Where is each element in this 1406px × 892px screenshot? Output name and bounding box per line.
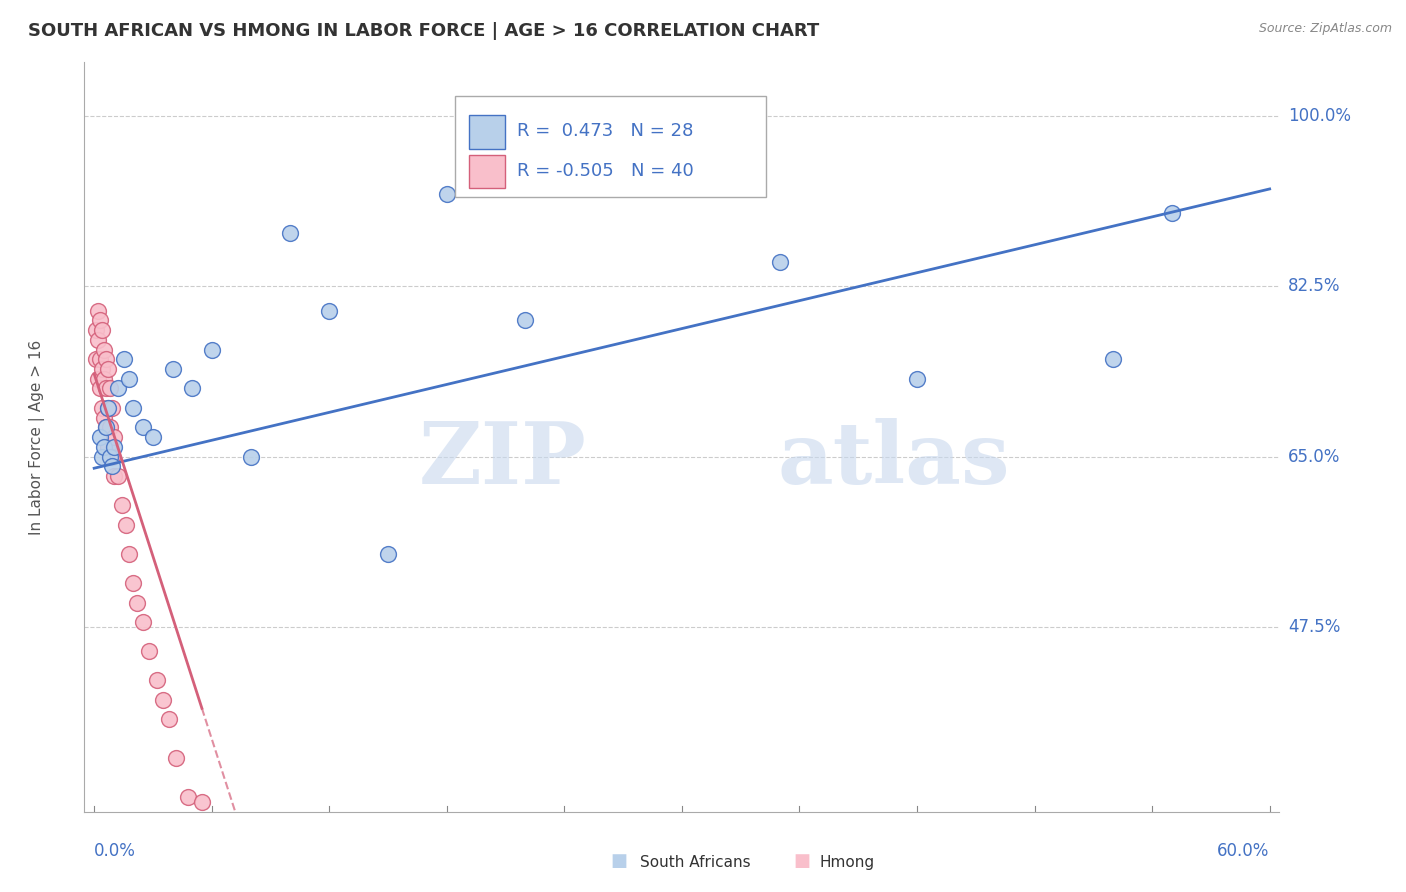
Point	[157, 712, 180, 726]
Point	[318, 303, 340, 318]
Text: 100.0%: 100.0%	[1288, 107, 1351, 125]
Point	[94, 420, 117, 434]
Point	[103, 430, 125, 444]
Point	[87, 303, 110, 318]
Point	[162, 362, 184, 376]
Point	[97, 440, 120, 454]
Point	[89, 381, 111, 395]
Point	[91, 450, 114, 464]
Point	[132, 420, 155, 434]
Point	[101, 459, 124, 474]
Point	[515, 313, 537, 327]
Text: Hmong: Hmong	[820, 855, 875, 870]
Point	[101, 401, 124, 415]
Point	[89, 313, 111, 327]
Point	[84, 323, 107, 337]
Point	[98, 450, 121, 464]
Point	[436, 186, 458, 201]
Text: 65.0%: 65.0%	[1288, 448, 1340, 466]
Point	[905, 372, 928, 386]
Point	[94, 381, 117, 395]
Point	[377, 547, 399, 561]
Point	[107, 469, 129, 483]
Point	[93, 343, 115, 357]
Text: In Labor Force | Age > 16: In Labor Force | Age > 16	[28, 340, 45, 534]
Text: R = -0.505   N = 40: R = -0.505 N = 40	[517, 162, 693, 180]
Point	[118, 547, 141, 561]
Point	[239, 450, 262, 464]
Point	[91, 401, 114, 415]
Point	[107, 381, 129, 395]
Point	[114, 517, 136, 532]
FancyBboxPatch shape	[470, 115, 505, 149]
Text: South Africans: South Africans	[640, 855, 751, 870]
Point	[87, 372, 110, 386]
Text: 82.5%: 82.5%	[1288, 277, 1340, 295]
Point	[93, 410, 115, 425]
Point	[127, 595, 149, 609]
Point	[122, 401, 145, 415]
Point	[631, 177, 654, 191]
Point	[122, 576, 145, 591]
Point	[97, 401, 120, 415]
Point	[177, 790, 200, 805]
Point	[94, 420, 117, 434]
Text: Source: ZipAtlas.com: Source: ZipAtlas.com	[1258, 22, 1392, 36]
Point	[110, 498, 132, 512]
Point	[94, 352, 117, 367]
Point	[84, 352, 107, 367]
Point	[101, 450, 124, 464]
Point	[118, 372, 141, 386]
Point	[152, 693, 174, 707]
Point	[97, 401, 120, 415]
Point	[112, 352, 135, 367]
Point	[181, 381, 204, 395]
Point	[103, 440, 125, 454]
Point	[769, 255, 792, 269]
Text: ■: ■	[610, 852, 627, 870]
Point	[138, 644, 160, 658]
Point	[89, 430, 111, 444]
Point	[93, 440, 115, 454]
Point	[103, 469, 125, 483]
Point	[165, 751, 187, 765]
Text: 60.0%: 60.0%	[1218, 842, 1270, 860]
Point	[98, 381, 121, 395]
Text: 47.5%: 47.5%	[1288, 618, 1340, 636]
Text: R =  0.473   N = 28: R = 0.473 N = 28	[517, 122, 693, 140]
Point	[1160, 206, 1182, 220]
Point	[278, 226, 301, 240]
Point	[1102, 352, 1125, 367]
Point	[87, 333, 110, 347]
Point	[98, 420, 121, 434]
Point	[201, 343, 224, 357]
Text: ZIP: ZIP	[419, 417, 586, 501]
Point	[93, 372, 115, 386]
Point	[89, 352, 111, 367]
Point	[142, 430, 165, 444]
FancyBboxPatch shape	[470, 154, 505, 188]
Point	[91, 362, 114, 376]
Point	[146, 673, 169, 688]
Point	[132, 615, 155, 629]
Text: atlas: atlas	[778, 417, 1010, 501]
Text: ■: ■	[793, 852, 810, 870]
Text: SOUTH AFRICAN VS HMONG IN LABOR FORCE | AGE > 16 CORRELATION CHART: SOUTH AFRICAN VS HMONG IN LABOR FORCE | …	[28, 22, 820, 40]
Point	[97, 362, 120, 376]
Text: 0.0%: 0.0%	[94, 842, 136, 860]
FancyBboxPatch shape	[456, 96, 766, 197]
Point	[191, 795, 214, 809]
Point	[91, 323, 114, 337]
